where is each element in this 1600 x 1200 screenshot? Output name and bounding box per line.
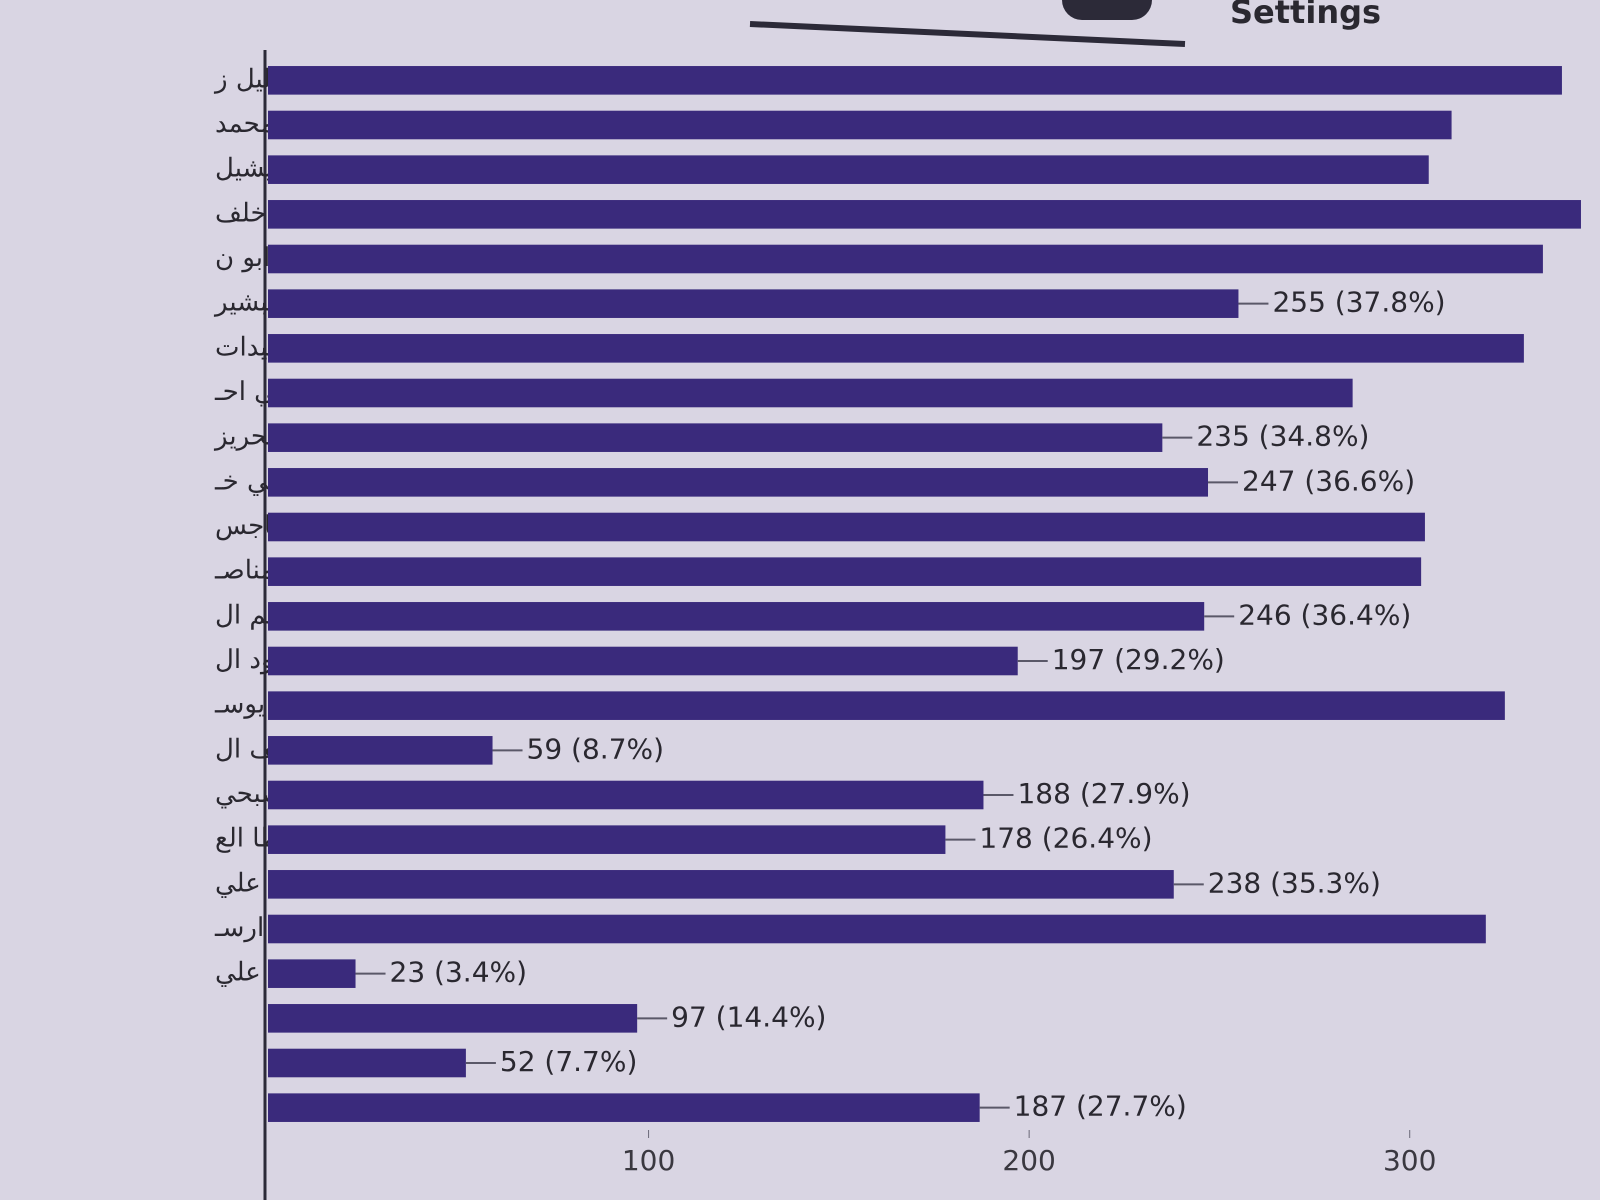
bar (268, 736, 493, 765)
bar (268, 1048, 466, 1078)
bar (268, 557, 1422, 586)
value-label: 188 (27.9%) (1017, 777, 1190, 810)
bar (268, 512, 1425, 542)
bar (268, 289, 1239, 318)
x-tick-label: 300 (1383, 1144, 1436, 1177)
bar (268, 825, 946, 854)
value-label: 246 (36.4%) (1238, 598, 1411, 631)
tab-settings[interactable]: Settings (1230, 0, 1381, 31)
value-label: 197 (29.2%) (1052, 643, 1225, 676)
value-label: 235 (34.8%) (1196, 420, 1369, 453)
bar (268, 468, 1209, 497)
bar (268, 646, 1018, 676)
x-tick-label: 100 (622, 1144, 675, 1177)
active-tab-underline (749, 21, 1186, 47)
category-label: علي (215, 958, 261, 988)
bar (268, 914, 1486, 944)
value-label: 97 (14.4%) (671, 1000, 826, 1033)
bar (268, 1093, 980, 1122)
value-label: 23 (3.4%) (390, 956, 528, 989)
value-label: 178 (26.4%) (979, 822, 1152, 855)
bar (268, 66, 1562, 95)
value-label: 52 (7.7%) (500, 1045, 638, 1078)
bar (268, 691, 1505, 720)
value-label: 59 (8.7%) (527, 732, 665, 765)
bar (268, 200, 1581, 229)
bar (268, 602, 1205, 631)
bar (268, 870, 1174, 899)
bar (268, 155, 1429, 184)
bar (268, 423, 1163, 452)
value-label: 255 (37.8%) (1272, 286, 1445, 319)
bar (268, 110, 1452, 140)
badge (1062, 0, 1152, 20)
bar (268, 244, 1543, 274)
value-label: 247 (36.6%) (1242, 464, 1415, 497)
bar (268, 378, 1353, 408)
value-label: 187 (27.7%) (1014, 1090, 1187, 1123)
bar (268, 959, 356, 988)
bar (268, 334, 1524, 363)
value-label: 238 (35.3%) (1208, 866, 1381, 899)
bar (268, 780, 984, 810)
x-tick-label: 200 (1002, 1144, 1055, 1177)
bar (268, 1004, 638, 1033)
